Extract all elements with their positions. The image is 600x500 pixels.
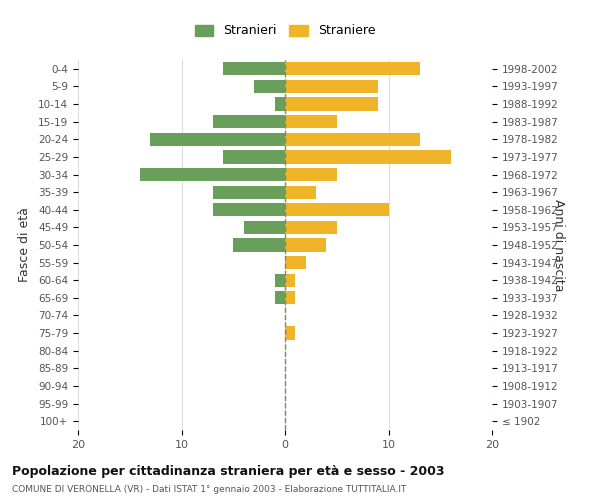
Bar <box>285 203 389 216</box>
Bar <box>285 256 306 269</box>
Bar <box>285 132 419 146</box>
Bar <box>140 168 285 181</box>
Bar <box>285 115 337 128</box>
Bar <box>223 62 285 76</box>
Text: Popolazione per cittadinanza straniera per età e sesso - 2003: Popolazione per cittadinanza straniera p… <box>12 465 445 478</box>
Bar <box>212 203 285 216</box>
Bar <box>285 238 326 252</box>
Bar <box>223 150 285 164</box>
Bar <box>233 238 285 252</box>
Bar <box>254 80 285 93</box>
Bar <box>285 150 451 164</box>
Bar <box>285 221 337 234</box>
Bar <box>212 186 285 198</box>
Bar <box>275 98 285 110</box>
Bar <box>285 168 337 181</box>
Bar <box>285 98 378 110</box>
Bar <box>212 115 285 128</box>
Bar <box>285 62 419 76</box>
Y-axis label: Anni di nascita: Anni di nascita <box>553 198 565 291</box>
Bar <box>244 221 285 234</box>
Y-axis label: Fasce di età: Fasce di età <box>18 208 31 282</box>
Bar <box>285 274 295 287</box>
Bar <box>285 326 295 340</box>
Legend: Stranieri, Straniere: Stranieri, Straniere <box>188 18 382 44</box>
Bar <box>285 291 295 304</box>
Bar <box>275 274 285 287</box>
Bar <box>151 132 285 146</box>
Bar <box>275 291 285 304</box>
Text: COMUNE DI VERONELLA (VR) - Dati ISTAT 1° gennaio 2003 - Elaborazione TUTTITALIA.: COMUNE DI VERONELLA (VR) - Dati ISTAT 1°… <box>12 485 406 494</box>
Bar <box>285 186 316 198</box>
Bar <box>285 80 378 93</box>
